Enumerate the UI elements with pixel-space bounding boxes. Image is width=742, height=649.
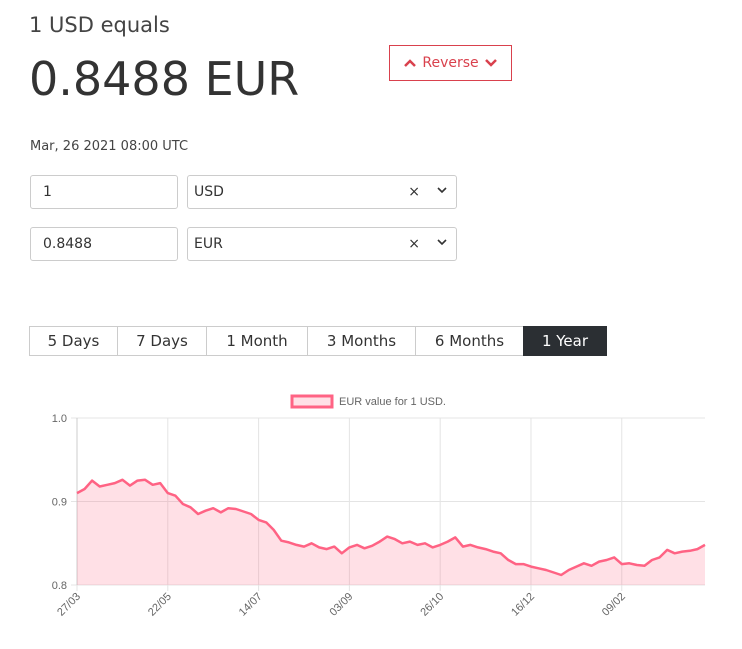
y-tick-label: 0.9 xyxy=(52,497,67,509)
chart: 0.8 0.9 1.0 27/03 22/05 14/07 03/09 26/10 16/12 0… xyxy=(52,394,706,619)
y-tick-label: 0.8 xyxy=(52,580,67,592)
x-tick-label: 22/05 xyxy=(146,591,174,619)
dropdown-icon xyxy=(437,187,447,194)
dropdown-icon xyxy=(437,239,447,246)
clear-icon[interactable]: × xyxy=(408,184,420,200)
timestamp: Mar, 26 2021 08:00 UTC xyxy=(30,139,189,154)
range-tab[interactable]: 5 Days xyxy=(29,326,118,356)
rate-value: 0.8488 EUR xyxy=(29,52,300,106)
base-label: 1 USD equals xyxy=(29,13,170,37)
x-tick-label: 09/02 xyxy=(600,591,628,619)
range-tab[interactable]: 6 Months xyxy=(415,326,524,356)
line xyxy=(76,478,706,577)
reverse-button[interactable]: Reverse xyxy=(389,45,512,81)
legend-swatch xyxy=(290,394,334,409)
x-tick-label: 27/03 xyxy=(55,591,83,619)
y-tick-label: 1.0 xyxy=(52,413,67,425)
range-tab[interactable]: 1 Month xyxy=(206,326,308,356)
x-tick-label: 14/07 xyxy=(237,591,265,619)
amount-input[interactable]: 0.8488 xyxy=(30,227,178,261)
x-tick-label: 26/10 xyxy=(418,591,446,619)
range-tab[interactable]: 3 Months xyxy=(307,326,416,356)
down-icon xyxy=(484,59,497,67)
amount-input[interactable]: 1 xyxy=(30,175,178,209)
range-tab[interactable]: 7 Days xyxy=(117,326,207,356)
currency-select[interactable]: EUR × xyxy=(187,227,457,261)
currency-value: EUR xyxy=(194,236,223,252)
clear-icon[interactable]: × xyxy=(408,236,420,252)
up-icon xyxy=(404,59,417,67)
x-tick-label: 03/09 xyxy=(328,591,356,619)
reverse-label: Reverse xyxy=(422,55,479,71)
area-fill xyxy=(77,479,705,585)
x-tick-label: 16/12 xyxy=(509,591,537,619)
currency-value: USD xyxy=(194,184,224,200)
range-tabs: 5 Days 7 Days 1 Month 3 Months 6 Months 1 Yea… xyxy=(29,326,607,356)
currency-select[interactable]: USD × xyxy=(187,175,457,209)
legend-label: EUR value for 1 USD. xyxy=(339,396,446,408)
range-tab[interactable]: 1 Year xyxy=(523,326,607,356)
